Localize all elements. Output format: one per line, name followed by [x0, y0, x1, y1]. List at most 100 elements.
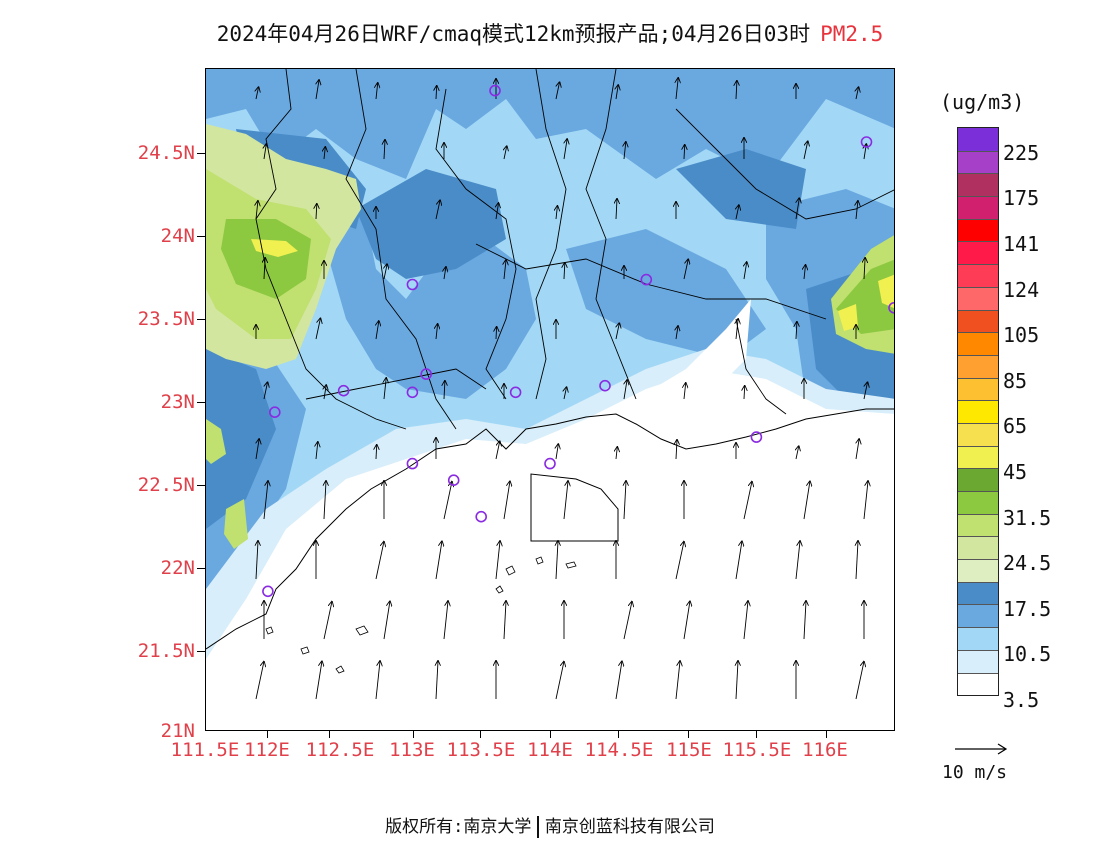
- wind-arrow: [384, 140, 385, 160]
- wind-arrow: [324, 481, 326, 520]
- wind-arrow: [435, 542, 442, 580]
- colorbar-swatch: [958, 649, 998, 673]
- lon-label: 114.5E: [584, 739, 654, 761]
- colorbar-swatch: [958, 468, 998, 491]
- lat-label: 23.5N: [137, 308, 195, 330]
- wind-arrow: [315, 662, 322, 700]
- wind-arrow: [556, 82, 560, 100]
- station-marker: [860, 136, 873, 148]
- colorbar-label: 45: [1003, 460, 1028, 484]
- wind-arrow: [436, 324, 438, 340]
- station-marker: [420, 368, 432, 380]
- wind-arrow: [504, 601, 506, 640]
- wind-arrow: [675, 542, 684, 580]
- colorbar-label: 225: [1003, 141, 1040, 165]
- colorbar-swatch: [958, 627, 998, 650]
- wind-arrow: [856, 541, 858, 580]
- wind-arrow: [564, 263, 565, 280]
- lon-label: 111.5E: [170, 739, 240, 761]
- colorbar-label: 24.5: [1003, 551, 1052, 575]
- admin-boundary: [675, 108, 894, 220]
- wind-arrow: [683, 259, 688, 280]
- colorbar-label: 3.5: [1003, 688, 1040, 712]
- wind-arrow: [856, 201, 858, 220]
- footer-separator: [537, 816, 539, 838]
- colorbar-label: 31.5: [1003, 506, 1052, 530]
- colorbar-label: 65: [1003, 414, 1028, 438]
- admin-boundary: [735, 318, 787, 415]
- colorbar-swatch: [958, 559, 998, 582]
- wind-arrow: [743, 601, 748, 640]
- wind-arrow: [495, 441, 500, 460]
- station-marker: [447, 474, 460, 487]
- lat-tick: [197, 236, 205, 237]
- wind-arrow: [555, 662, 564, 700]
- medium-blue-zone: [206, 149, 536, 399]
- dark-blue-zone: [676, 149, 806, 229]
- wind-arrow: [735, 542, 742, 580]
- station-marker: [406, 386, 419, 399]
- wind-arrow: [496, 327, 497, 340]
- copyright-company: 南京创蓝科技有限公司: [544, 817, 715, 837]
- colorbar-swatch: [958, 491, 998, 514]
- lat-tick: [197, 153, 205, 154]
- wind-reference-arrow-icon: [955, 743, 1008, 755]
- station-marker: [640, 273, 653, 286]
- wind-arrow: [323, 602, 332, 640]
- colorbar-swatch: [958, 536, 998, 560]
- wind-arrow: [616, 85, 618, 100]
- colorbar-swatch: [958, 332, 998, 355]
- wind-arrow: [504, 260, 506, 280]
- wind-arrow: [556, 541, 558, 580]
- station-marker: [269, 406, 281, 419]
- coastline: [206, 408, 894, 650]
- map-title: 2024年04月26日WRF/cmaq模式12km预报产品;04月26日03时 P…: [0, 18, 1100, 48]
- wind-arrow: [675, 661, 680, 700]
- wind-arrow: [256, 541, 258, 580]
- colorbar-label: 10.5: [1003, 642, 1052, 666]
- station-marker: [337, 384, 350, 397]
- colorbar-swatch: [958, 309, 998, 333]
- wind-arrow: [316, 204, 317, 220]
- wind-arrow: [795, 541, 800, 580]
- station-marker: [544, 457, 556, 470]
- wind-arrow: [384, 264, 387, 280]
- lon-label: 113.5E: [446, 739, 516, 761]
- lon-tick: [550, 731, 551, 738]
- colorbar-swatch: [958, 218, 998, 242]
- title-text: 2024年04月26日WRF/cmaq模式12km预报产品;04月26日03时: [216, 22, 811, 46]
- wind-arrow: [864, 382, 868, 400]
- wind-arrow: [796, 446, 799, 460]
- wind-arrow: [383, 602, 390, 640]
- wind-arrow: [264, 144, 266, 160]
- wind-arrow: [616, 323, 619, 340]
- station-marker: [888, 302, 894, 314]
- wind-arrow: [803, 141, 808, 160]
- station-marker: [406, 457, 419, 470]
- wind-arrow: [743, 482, 752, 520]
- lat-label: 24.5N: [137, 142, 195, 164]
- wind-arrow: [376, 321, 379, 340]
- wind-arrow: [316, 80, 319, 100]
- wind-arrow: [324, 385, 326, 400]
- wind-arrow: [683, 602, 690, 640]
- wind-arrow: [315, 319, 320, 340]
- station-marker: [489, 84, 501, 97]
- colorbar-unit: (ug/m3): [940, 90, 1025, 114]
- hong-kong-outline: [530, 473, 619, 542]
- copyright-footer: 版权所有:南京大学 南京创蓝科技有限公司: [0, 812, 1100, 838]
- low-concentration-zone: [636, 299, 751, 399]
- lat-tick: [197, 319, 205, 320]
- wind-arrow: [736, 319, 738, 340]
- wind-arrow: [684, 145, 685, 160]
- lon-tick: [329, 731, 330, 738]
- colorbar-swatch: [958, 422, 998, 446]
- admin-boundary: [435, 88, 517, 400]
- wind-arrow: [804, 601, 806, 640]
- wind-arrow: [796, 322, 797, 340]
- wind-arrow: [615, 662, 622, 700]
- lon-label: 115.5E: [722, 739, 792, 761]
- colorbar-swatch: [958, 286, 998, 310]
- lat-label: 24N: [160, 225, 195, 247]
- lon-tick: [756, 731, 757, 738]
